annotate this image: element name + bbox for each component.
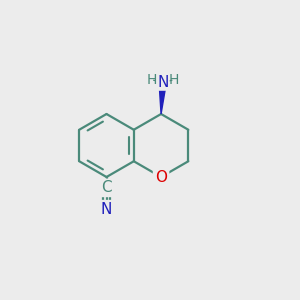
Text: N: N <box>157 75 169 90</box>
Polygon shape <box>159 85 166 114</box>
Text: H: H <box>146 73 157 87</box>
Text: O: O <box>155 169 167 184</box>
Text: N: N <box>101 202 112 217</box>
Text: H: H <box>169 73 179 87</box>
Text: C: C <box>101 180 112 195</box>
